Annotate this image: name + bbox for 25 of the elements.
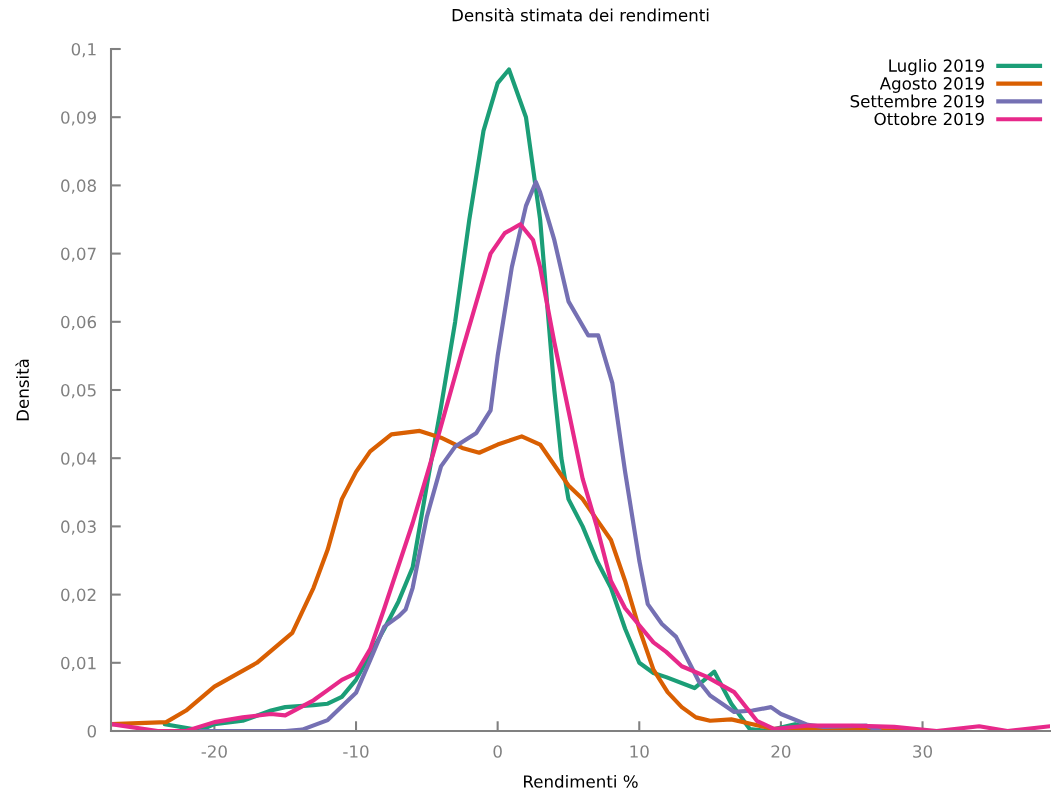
y-tick-label: 0,09 [61, 111, 96, 126]
x-tick-label: -10 [343, 745, 369, 758]
legend-label: Agosto 2019 [879, 77, 984, 93]
y-tick-label: 0,06 [61, 315, 97, 331]
y-tick-label: 0 [87, 724, 96, 738]
y-tick-label: 0,02 [61, 588, 96, 603]
line-series [198, 179, 883, 731]
x-tick-label: 10 [630, 745, 649, 758]
y-tick-label: 0,04 [61, 452, 97, 467]
legend-label: Ottobre 2019 [874, 112, 984, 126]
y-tick-label: 0,08 [61, 179, 96, 194]
y-tick-label: 0,03 [61, 520, 96, 535]
x-tick-label: -20 [201, 745, 227, 758]
y-tick-label: 0,1 [71, 42, 96, 58]
y-axis-title: Densità [15, 359, 29, 421]
x-tick-label: 0 [493, 745, 502, 758]
legend-label: Settembre 2019 [850, 94, 984, 108]
y-tick-label: 0,05 [61, 383, 96, 399]
x-tick-label: 20 [771, 745, 791, 758]
y-tick-label: 0,07 [61, 247, 96, 262]
x-tick-label: 30 [913, 745, 933, 758]
chart-title: Densità stimata dei rendimenti [452, 7, 709, 22]
legend-label: Luglio 2019 [889, 59, 984, 76]
x-axis-title: Rendimenti % [524, 774, 638, 788]
y-tick-label: 0,01 [61, 656, 96, 672]
